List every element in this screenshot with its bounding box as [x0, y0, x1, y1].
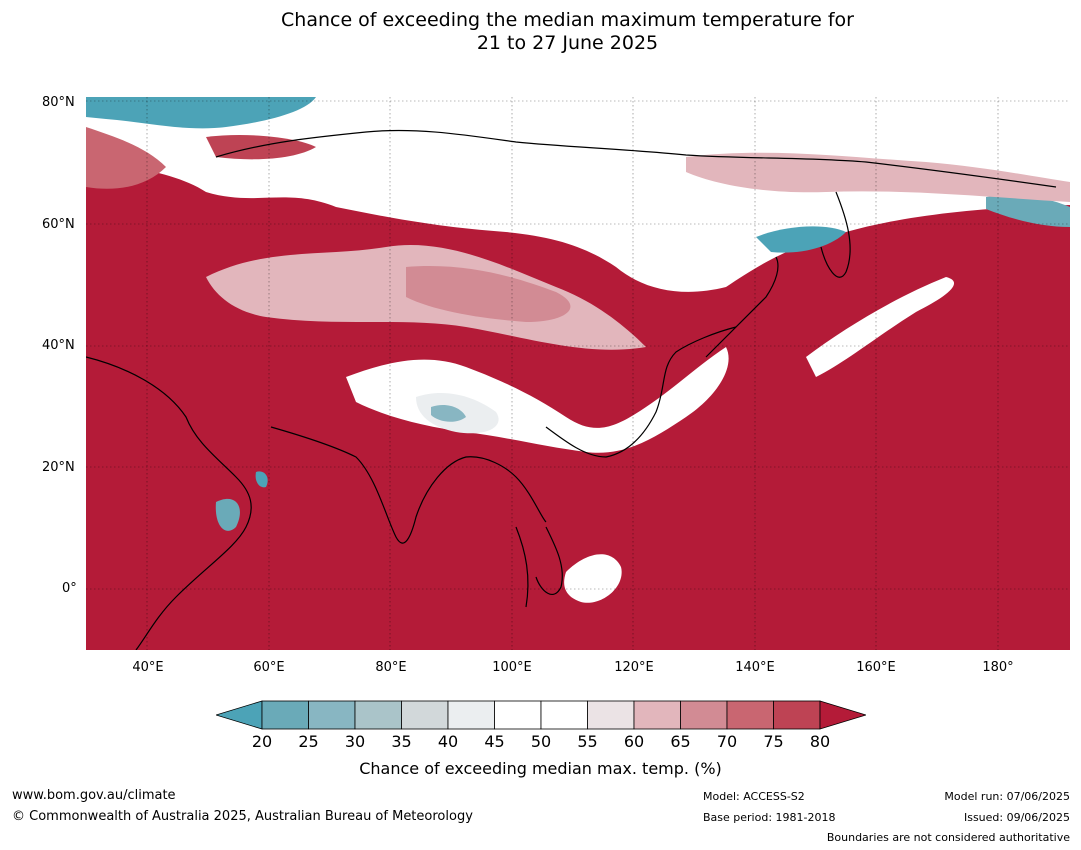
boundaries-disclaimer: Boundaries are not considered authoritat…: [826, 831, 1070, 844]
colorbar-tick-label: 45: [484, 732, 505, 751]
colorbar-segment: [633, 700, 681, 730]
colorbar-tick-label: 20: [251, 732, 273, 751]
mongolia-pink-region: [406, 266, 571, 322]
arctic-teal-region-west: [86, 97, 316, 129]
teal-east-siberia: [986, 195, 1070, 227]
coastline-kamchatka: [820, 191, 851, 278]
graticule: [86, 97, 1070, 650]
colorbar-arrow-low: [216, 700, 263, 730]
colorbar-segment: [726, 700, 774, 730]
lon-label-40e: 40°E: [132, 660, 164, 675]
base-period: Base period: 1981-2018: [703, 811, 836, 824]
colorbar-segment: [773, 700, 821, 730]
coastline-arctic: [215, 129, 1057, 188]
arabian-sea-teal: [255, 471, 268, 488]
lat-label-equator: 0°: [62, 581, 77, 596]
lon-label-180: 180°: [982, 660, 1014, 675]
colorbar-arrow-high: [819, 700, 866, 730]
colorbar-segment: [494, 700, 542, 730]
colorbar-segment: [354, 700, 402, 730]
colorbar-tick-label: 80: [809, 732, 831, 751]
lat-label-40n: 40°N: [42, 338, 75, 353]
coastline-japan: [705, 256, 779, 358]
colorbar-tick-label: 70: [716, 732, 738, 751]
colorbar-segment: [680, 700, 728, 730]
title-line-1: Chance of exceeding the median maximum t…: [281, 9, 854, 31]
horn-teal-patch: [215, 498, 240, 531]
model-run-date: Model run: 07/06/2025: [944, 790, 1070, 803]
coastline-asia: [86, 326, 737, 650]
colorbar-tick-label: 55: [577, 732, 598, 751]
colorbar-tick-label: 40: [437, 732, 459, 751]
website-link[interactable]: www.bom.gov.au/climate: [12, 788, 176, 803]
colorbar-segment: [540, 700, 588, 730]
tibet-teal-patch: [431, 405, 466, 422]
map-title: Chance of exceeding the median maximum t…: [0, 9, 1081, 55]
borneo-neutral: [564, 554, 622, 603]
pacific-white-streak: [806, 277, 955, 377]
east-siberia-pink: [686, 152, 1070, 202]
colorbar-tick-label: 65: [670, 732, 691, 751]
lat-label-20n: 20°N: [42, 460, 75, 475]
lon-label-100e: 100°E: [492, 660, 532, 675]
colorbar-tick-label: 60: [623, 732, 645, 751]
lat-label-60n: 60°N: [42, 217, 75, 232]
map-canvas: [86, 97, 1070, 650]
colorbar-tick-label: 50: [530, 732, 552, 751]
colorbar-segment: [447, 700, 495, 730]
lat-label-80n: 80°N: [42, 95, 75, 110]
colorbar-tick-label: 30: [344, 732, 366, 751]
lon-label-140e: 140°E: [735, 660, 775, 675]
colorbar-segment: [587, 700, 635, 730]
model-name: Model: ACCESS-S2: [703, 790, 805, 803]
colorbar-tick-label: 35: [391, 732, 412, 751]
lon-label-120e: 120°E: [614, 660, 654, 675]
colorbar: [216, 700, 866, 730]
colorbar-tick-label: 75: [763, 732, 784, 751]
lon-label-60e: 60°E: [253, 660, 285, 675]
teal-sea-of-okhotsk: [756, 226, 846, 253]
arctic-red-region: [86, 127, 166, 189]
lon-label-80e: 80°E: [375, 660, 407, 675]
colorbar-segment: [401, 700, 449, 730]
siberia-neutral-region: [86, 97, 1070, 292]
issued-date: Issued: 09/06/2025: [963, 811, 1070, 824]
colorbar-segment: [261, 700, 309, 730]
colorbar-segment: [308, 700, 356, 730]
colorbar-tick-label: 25: [298, 732, 319, 751]
lon-label-160e: 160°E: [856, 660, 896, 675]
title-line-2: 21 to 27 June 2025: [476, 32, 659, 54]
copyright-text: © Commonwealth of Australia 2025, Austra…: [12, 809, 473, 824]
temperature-map: [86, 97, 1070, 650]
colorbar-label: Chance of exceeding median max. temp. (%…: [359, 759, 722, 778]
